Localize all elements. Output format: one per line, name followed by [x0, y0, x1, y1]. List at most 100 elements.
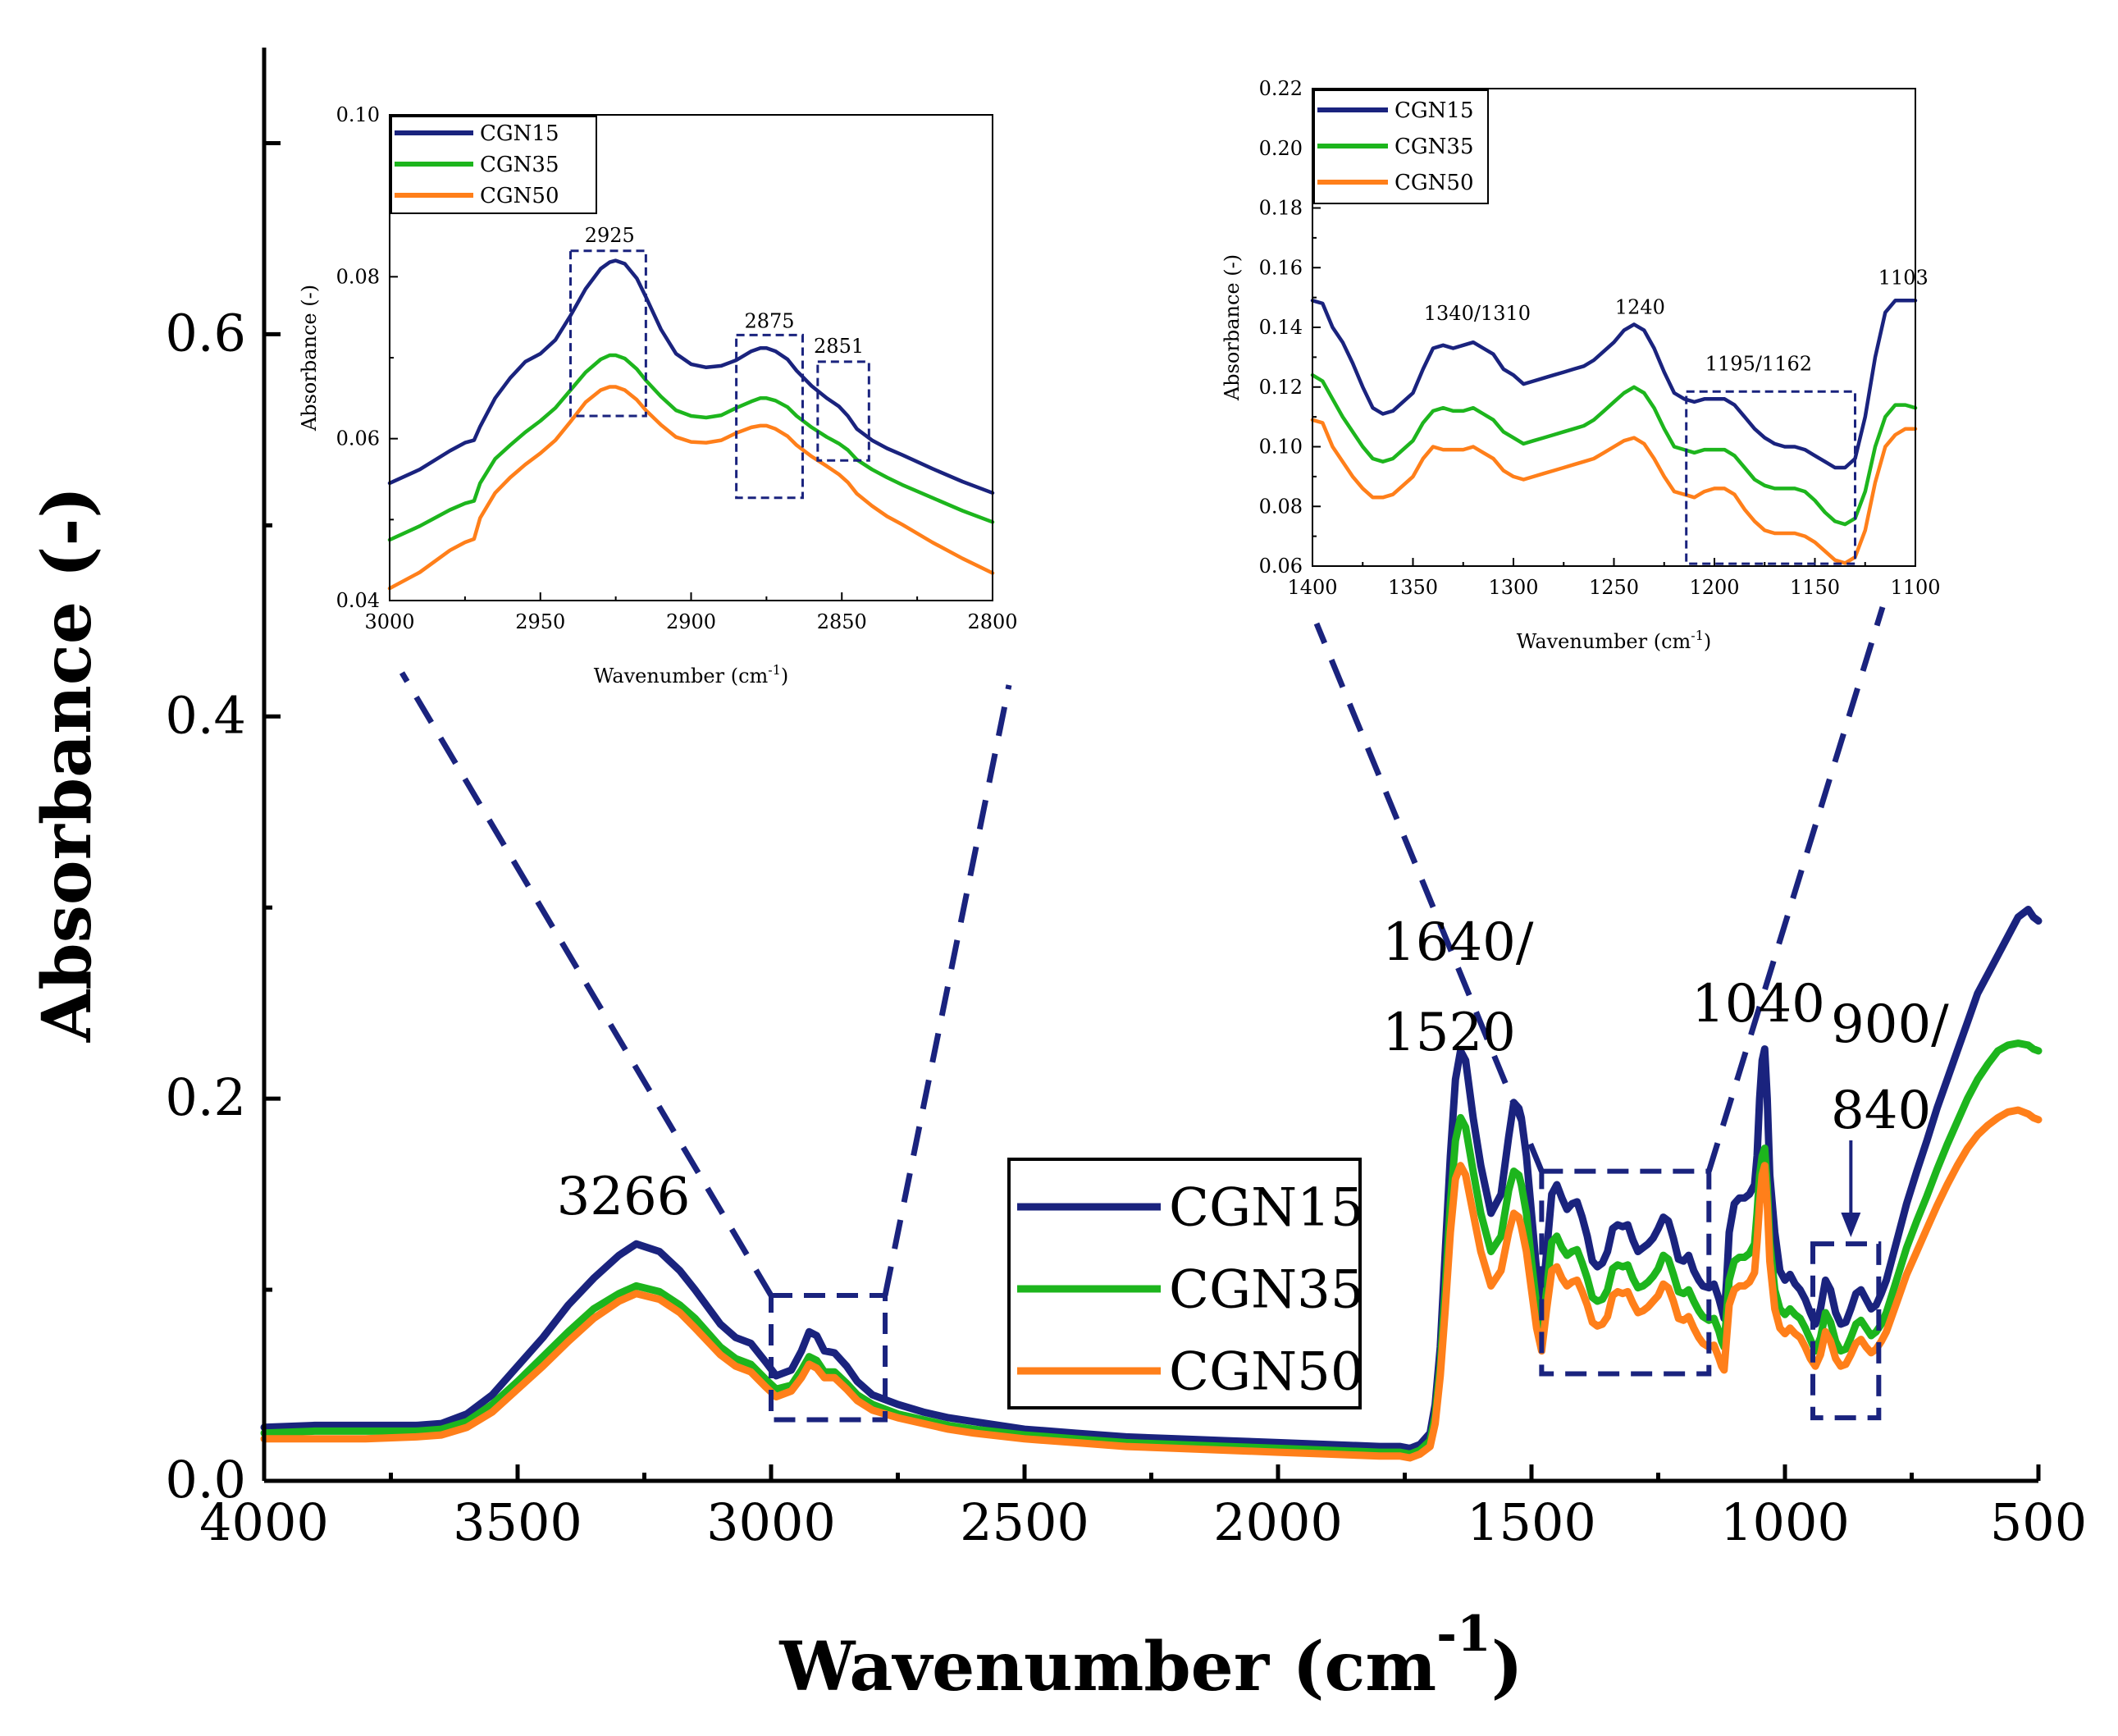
zoom-line-left-a [399, 671, 774, 1297]
zoom-line-right-b [1705, 605, 1886, 1172]
legend-label-cgn50: CGN50 [480, 184, 559, 208]
series-line-cgn50 [260, 1106, 2043, 1462]
inset-box-2851 [816, 360, 870, 462]
x-axis-title-text: Wavenumber (cm [1517, 630, 1691, 653]
inset-box-2875 [735, 333, 804, 500]
peak-label-3266: 3266 [557, 1167, 691, 1227]
y-tick-label: 0.2 [165, 1067, 246, 1127]
x-tick-label: 1100 [1890, 576, 1940, 599]
legend-box [1007, 1158, 1362, 1409]
x-tick-label: 1150 [1790, 576, 1840, 599]
legend-label-cgn35: CGN35 [1169, 1259, 1364, 1320]
x-axis-title: Wavenumber (cm-1) [1517, 628, 1712, 653]
x-tick-label: 3000 [364, 610, 414, 633]
y-tick-label: 0.08 [336, 265, 380, 288]
x-tick-label: 2500 [960, 1492, 1089, 1552]
x-axis-title-text: Wavenumber (cm [594, 665, 769, 688]
x-tick-label: 4000 [199, 1492, 329, 1552]
y-tick-label: 0.0 [165, 1450, 246, 1510]
x-axis-title-sup: -1 [1436, 1606, 1491, 1663]
peak-label-900: 900/ [1831, 994, 1949, 1055]
x-axis-title-text: Wavenumber (cm [778, 1628, 1436, 1706]
peak-label-1340-1310: 1340/1310 [1424, 302, 1531, 325]
peak-label-1520: 1520 [1382, 1003, 1516, 1063]
legend-label-cgn35: CGN35 [1395, 135, 1474, 159]
x-axis-title: Wavenumber (cm-1) [594, 662, 789, 688]
y-tick-label: 0.06 [336, 427, 380, 450]
y-axis-title: Absorbance (-) [1221, 254, 1244, 401]
x-axis-title-close: ) [1491, 1628, 1523, 1706]
x-tick-label: 2900 [666, 610, 716, 633]
peak-label-1040: 1040 [1691, 974, 1825, 1035]
y-axis-title: Absorbance (-) [298, 285, 321, 432]
x-tick-label: 1350 [1388, 576, 1438, 599]
arrow-head [1841, 1213, 1861, 1237]
y-tick-label: 0.4 [165, 685, 246, 745]
zoom-box-3000-2775 [769, 1293, 888, 1423]
inset-left-plot: 3000 2950 2900 2850 2800 0.04 0.06 0.08 0.10 Wave… [298, 103, 1018, 688]
y-tick-label: 0.22 [1259, 77, 1303, 100]
y-tick-label: 0.10 [336, 103, 380, 126]
legend-label-cgn15: CGN15 [1395, 98, 1474, 123]
series-line-cgn35 [260, 1039, 2043, 1458]
x-tick-label: 500 [1990, 1492, 2087, 1552]
inset-right-plot: 1400 1350 1300 1250 1200 1150 1100 0.06 0.08 0.10… [1221, 77, 1941, 653]
x-tick-label: 1400 [1287, 576, 1337, 599]
peak-label-2851: 2851 [814, 335, 864, 358]
x-axis-title: Wavenumber (cm-1) [778, 1606, 1522, 1706]
series-line-cgn15 [260, 906, 2043, 1452]
y-axis-title: Absorbance (-) [28, 487, 107, 1043]
x-axis-title-close: ) [781, 665, 788, 688]
inset-box-1195-1162 [1685, 390, 1856, 565]
series-line-cgn50 [1310, 418, 1918, 565]
x-tick-label: 3500 [453, 1492, 582, 1552]
x-tick-label: 2950 [515, 610, 565, 633]
x-tick-label: 3000 [706, 1492, 836, 1552]
x-axis-title-sup: -1 [1691, 628, 1704, 643]
peak-label-840: 840 [1831, 1080, 1931, 1141]
peak-label-1103: 1103 [1878, 266, 1929, 289]
x-tick-label: 2800 [967, 610, 1017, 633]
legend-label-cgn15: CGN15 [1169, 1177, 1364, 1238]
series-line-cgn35 [387, 353, 995, 542]
series-line-cgn50 [387, 385, 995, 591]
peak-label-1640: 1640/ [1382, 912, 1534, 973]
main-spectrum-plot: 4000 3500 3000 2500 2000 1500 1000 500 0.0 0.2 0.4… [28, 48, 2087, 1706]
inset-box-2925 [569, 249, 647, 418]
y-tick-label: 0.20 [1259, 137, 1303, 160]
peak-label-1240: 1240 [1615, 296, 1665, 319]
zoom-box-1480-1150 [1539, 1168, 1712, 1377]
x-tick-label: 1000 [1720, 1492, 1850, 1552]
x-tick-label: 1250 [1589, 576, 1639, 599]
y-tick-label: 0.18 [1259, 197, 1303, 220]
x-axis-title-sup: -1 [768, 662, 781, 678]
x-tick-label: 2850 [817, 610, 867, 633]
legend-label-cgn35: CGN35 [480, 153, 559, 177]
x-tick-label: 2000 [1213, 1492, 1343, 1552]
y-tick-label: 0.16 [1259, 256, 1303, 279]
series-line-cgn35 [1310, 372, 1918, 527]
legend-label-cgn50: CGN50 [1395, 171, 1474, 195]
x-tick-label: 1500 [1467, 1492, 1596, 1552]
zoom-connector-lines [399, 605, 1886, 1297]
x-tick-label: 1300 [1488, 576, 1538, 599]
y-tick-label: 0.12 [1259, 376, 1303, 399]
y-tick-label: 0.6 [165, 303, 246, 363]
peak-label-2875: 2875 [745, 309, 795, 332]
y-tick-label: 0.04 [336, 589, 380, 612]
series-line-cgn15 [387, 258, 995, 496]
zoom-line-left-b [882, 684, 1012, 1296]
y-tick-label: 0.10 [1259, 436, 1303, 459]
peak-label-2925: 2925 [585, 224, 635, 247]
zoom-line-right-a [1313, 622, 1545, 1172]
legend-label-cgn50: CGN50 [1169, 1341, 1364, 1402]
y-tick-label: 0.06 [1259, 555, 1303, 578]
series-line-cgn15 [1310, 299, 1918, 470]
y-tick-label: 0.14 [1259, 316, 1303, 339]
legend-label-cgn15: CGN15 [480, 121, 559, 146]
x-tick-label: 1200 [1689, 576, 1739, 599]
zoom-box-945-815 [1810, 1241, 1882, 1421]
peak-label-1195-1162: 1195/1162 [1705, 353, 1812, 376]
y-tick-label: 0.08 [1259, 495, 1303, 518]
